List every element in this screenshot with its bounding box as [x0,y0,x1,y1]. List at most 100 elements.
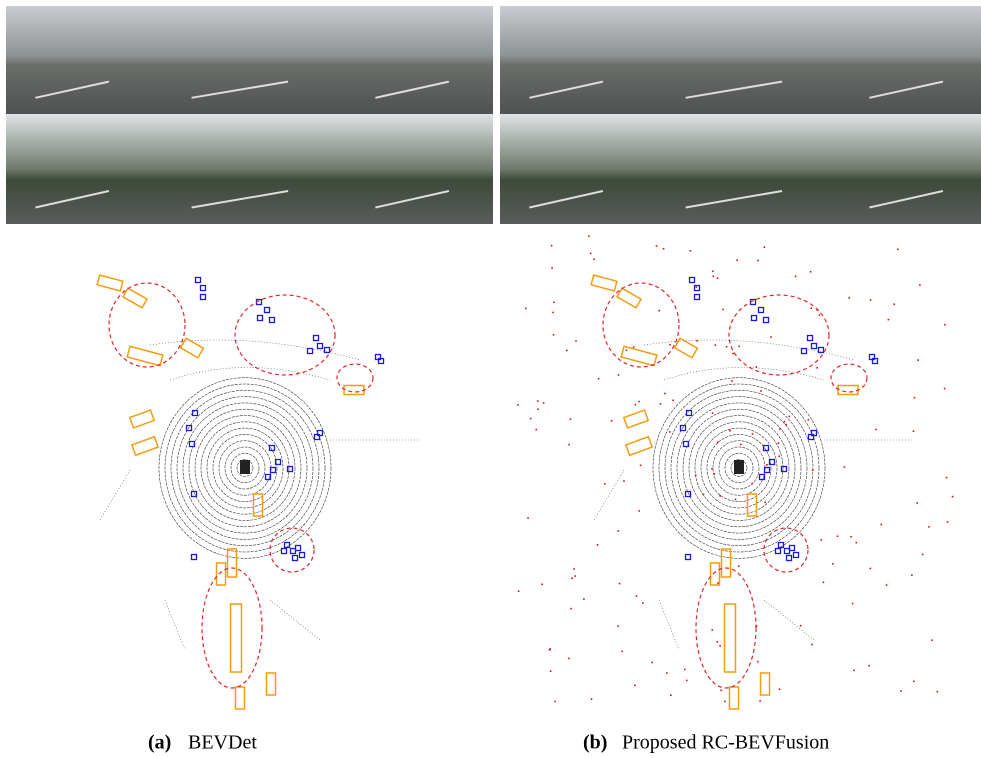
radar-point [937,691,939,693]
radar-point [621,651,623,653]
radar-point [881,524,883,526]
camera-image [153,114,346,224]
radar-point [914,397,916,399]
camera-image [840,114,981,224]
radar-point [900,690,902,692]
radar-point [525,308,527,310]
radar-point [946,477,948,479]
radar-point [917,359,919,361]
radar-point [944,388,946,390]
radar-point [588,235,590,237]
radar-point [757,260,759,262]
pedestrian-box [282,549,287,554]
detection-box [130,410,154,428]
radar-point [638,401,640,403]
radar-point [636,595,638,597]
detection-box [127,346,163,365]
radar-point [527,517,529,519]
radar-point [911,574,913,576]
pedestrian-box [325,348,330,353]
radar-point [800,625,802,627]
radar-point [664,393,666,395]
radar-point [931,639,933,641]
pedestrian-box [193,411,198,416]
radar-point [711,629,713,631]
radar-point [752,433,754,435]
detection-box [228,549,237,577]
radar-point [695,475,697,477]
radar-point [947,521,949,523]
radar-point [888,319,890,321]
radar-point [550,670,552,672]
pedestrian-box [782,467,787,472]
pedestrian-box [258,316,263,321]
radar-point [770,336,772,338]
radar-point [853,670,855,672]
radar-point [856,542,858,544]
radar-point [638,510,640,512]
radar-point [764,502,766,504]
radar-point [623,480,625,482]
radar-point [756,625,758,627]
radar-point [696,340,698,342]
radar-point [690,250,692,252]
radar-point [850,536,852,538]
radar-point [651,662,653,664]
radar-point [669,344,671,346]
radar-point [666,672,668,674]
radar-point [756,366,758,368]
radar-point [720,690,722,692]
radar-point [684,669,686,671]
radar-point [604,483,606,485]
radar-point [541,584,543,586]
radar-point [766,464,768,466]
radar-point [619,583,621,585]
radar-point [611,420,613,422]
detection-box [97,275,123,291]
radar-point [735,499,737,501]
detection-box [624,410,648,428]
radar-point [672,400,674,402]
radar-point [715,344,717,346]
pedestrian-box [759,308,764,313]
radar-point [751,483,753,485]
panel [500,6,981,709]
radar-point [634,685,636,687]
pedestrian-box [265,308,270,313]
radar-point [570,418,572,420]
radar-point [726,346,728,348]
camera-image [840,6,981,114]
radar-point [832,563,834,565]
radar-point [618,374,620,376]
radar-point [717,277,719,279]
radar-point [764,246,766,248]
radar-point [952,496,954,498]
radar-point [553,302,555,304]
radar-point [795,276,797,278]
lidar-points [100,340,420,650]
detection-box [722,549,731,577]
pedestrian-box [812,344,817,349]
radar-point [713,473,715,475]
radar-point [591,698,593,700]
detection-box [761,673,770,695]
camera-image [346,114,493,224]
radar-point [617,625,619,627]
detection-box [621,346,657,365]
radar-point [669,431,671,433]
highlight-ellipse [831,364,867,392]
radar-point [574,575,576,577]
radar-point [537,408,539,410]
camera-image [6,114,153,224]
radar-point [703,494,705,496]
radar-point [712,412,714,414]
highlight-ellipse [764,528,808,572]
radar-point [922,554,924,556]
radar-point [779,688,781,690]
radar-point [719,645,721,647]
detection-box [236,687,245,709]
radar-point [696,286,698,288]
pedestrian-box [686,492,691,497]
radar-point [944,324,946,326]
radar-point [732,353,734,355]
